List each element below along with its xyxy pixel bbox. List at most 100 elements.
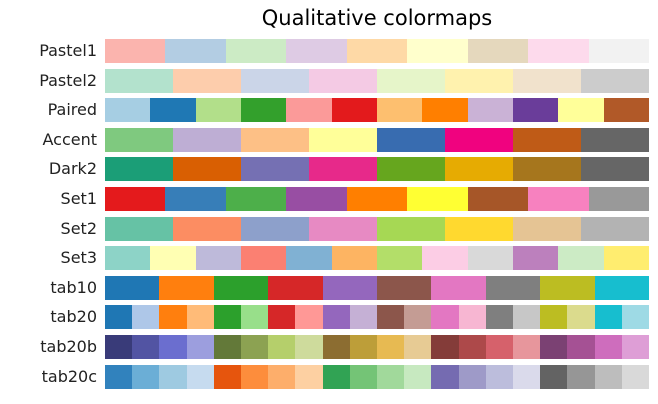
color-swatch [404,364,432,389]
color-swatch [467,39,529,63]
color-swatch [322,335,350,359]
color-swatch [558,98,604,123]
colormap-row-pastel2: Pastel2 [0,68,658,93]
color-swatch [159,305,187,330]
color-swatch [377,216,445,241]
color-swatch [621,305,650,330]
colormap-row-tab20: tab20 [0,305,658,330]
color-swatch [132,364,160,389]
colormap-label: Paired [47,100,97,120]
color-swatch [467,246,513,271]
color-swatch [195,98,241,123]
color-swatch [349,364,378,389]
colormap-bar [105,157,649,182]
color-swatch [458,305,486,330]
color-swatch [309,127,377,152]
color-swatch [241,68,309,93]
color-swatch [513,216,581,241]
color-swatch [513,157,581,182]
color-swatch [159,275,214,300]
color-swatch [404,335,432,359]
color-swatch [268,364,296,389]
color-swatch [528,39,589,63]
colormap-bar [105,127,649,152]
color-swatch [512,98,559,123]
color-swatch [513,364,541,389]
color-swatch [105,335,133,359]
color-swatch [241,157,309,182]
color-swatch [268,275,323,300]
color-swatch [567,364,595,389]
colormap-label: tab20 [50,307,97,327]
color-swatch [485,305,514,330]
color-swatch [377,305,405,330]
color-swatch [105,364,133,389]
colormap-label: Pastel1 [39,41,97,60]
color-swatch [377,127,445,152]
color-swatch [346,187,408,211]
color-swatch [581,157,649,182]
color-swatch [513,127,581,152]
color-swatch [165,39,226,63]
color-swatch [132,305,160,330]
color-swatch [105,216,173,241]
color-swatch [105,187,166,211]
colormap-label: Set3 [60,248,97,268]
colormap-row-tab20b: tab20b [0,335,658,359]
color-swatch [105,127,173,152]
color-swatch [588,187,649,211]
color-swatch [105,246,151,271]
color-swatch [241,216,309,241]
color-swatch [581,216,649,241]
color-swatch [377,364,405,389]
color-swatch [458,335,486,359]
color-swatch [150,246,196,271]
colormap-bar [105,68,649,93]
color-swatch [346,39,408,63]
colormap-label: tab20b [40,337,97,356]
color-swatch [621,364,650,389]
colormap-label: Set1 [60,189,97,208]
color-swatch [581,68,649,93]
colormap-bar [105,335,650,359]
color-swatch [268,335,296,359]
color-swatch [309,68,377,93]
colormap-label: Accent [42,129,97,149]
color-swatch [322,364,350,389]
color-swatch [286,187,347,211]
color-swatch [268,305,296,330]
color-swatch [445,157,513,182]
color-swatch [213,275,269,300]
color-swatch [186,364,214,389]
color-swatch [588,39,649,63]
color-swatch [105,157,173,182]
color-swatch [594,275,650,300]
color-swatch [581,127,649,152]
color-swatch [376,246,423,271]
color-swatch [445,68,513,93]
color-swatch [132,335,160,359]
color-swatch [485,335,514,359]
colormap-row-pastel1: Pastel1 [0,39,658,63]
color-swatch [485,364,514,389]
color-swatch [105,275,160,300]
color-swatch [159,335,187,359]
color-swatch [309,157,377,182]
color-swatch [485,275,541,300]
color-swatch [159,364,187,389]
colormap-bar [105,305,650,330]
color-swatch [186,335,214,359]
color-swatch [594,305,622,330]
colormap-row-accent: Accent [0,127,658,152]
colormap-bar [105,187,649,211]
colormap-row-dark2: Dark2 [0,157,658,182]
colormap-bar [105,275,650,300]
color-swatch [621,335,650,359]
colormap-label: Dark2 [48,159,97,179]
color-swatch [431,275,486,300]
color-swatch [295,364,323,389]
color-swatch [286,39,347,63]
color-swatch [165,187,226,211]
color-swatch [173,216,241,241]
